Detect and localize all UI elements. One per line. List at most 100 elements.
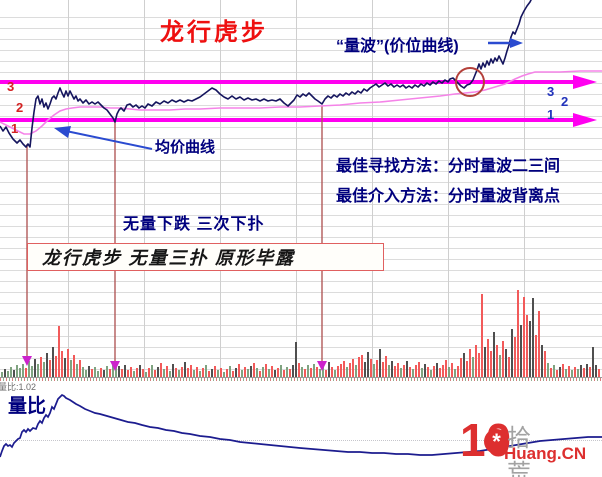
volume-bar [568, 366, 570, 377]
volume-bar [397, 363, 399, 377]
volume-bar [598, 369, 600, 377]
price-curve-annotation-label: “量波”(价位曲线) [336, 38, 459, 55]
volume-bar [25, 368, 27, 377]
volume-bar [232, 371, 234, 377]
volume-bar [247, 369, 249, 377]
volume-bar [364, 362, 366, 377]
volume-bar [376, 360, 378, 377]
volume-bar [97, 371, 99, 377]
volume-bar [130, 367, 132, 377]
volume-bar [121, 369, 123, 377]
volume-bar [79, 360, 81, 377]
volume-bar [7, 371, 9, 377]
volume-bar [391, 361, 393, 377]
volume-bar [445, 360, 447, 377]
volume-bar [109, 369, 111, 377]
volume-bar [412, 369, 414, 377]
volume-bar [118, 366, 120, 377]
volume-bar [373, 364, 375, 377]
volume-bar [451, 363, 453, 377]
right-scale-2: 2 [561, 94, 569, 109]
volume-bar [556, 370, 558, 377]
volume-bar [553, 365, 555, 377]
volume-bar [460, 358, 462, 377]
volume-bar [463, 353, 465, 377]
volume-bar [325, 370, 327, 377]
volume-bar [19, 368, 21, 377]
volume-bar [571, 370, 573, 377]
volume-bar [481, 294, 483, 377]
volume-bar [199, 371, 201, 377]
liangbi-indicator-label: 量比 [8, 396, 47, 417]
volume-bar [106, 366, 108, 377]
volume-bar [91, 369, 93, 377]
volume-bar [583, 368, 585, 377]
volume-bar [256, 368, 258, 377]
volume-bar [46, 353, 48, 377]
volume-bar [304, 369, 306, 377]
volume-bar [418, 362, 420, 377]
volume-bar [34, 359, 36, 377]
volume-bar [433, 366, 435, 377]
no-volume-drop-note: 无量下跌 三次下扑 [123, 216, 265, 233]
method-entry-note: 最佳介入方法：分时量波背离点 [336, 188, 561, 205]
volume-bar [466, 361, 468, 377]
volume-bar [115, 361, 117, 377]
volume-bar [388, 365, 390, 377]
volume-bar [367, 352, 369, 377]
volume-bar [442, 365, 444, 377]
volume-bar [103, 370, 105, 377]
volume-bar [469, 349, 471, 377]
volume-bar [274, 370, 276, 377]
volume-bar [310, 368, 312, 377]
volume-bar [577, 369, 579, 377]
volume-bar [496, 345, 498, 377]
volume-bar [457, 366, 459, 377]
volume-bar [394, 366, 396, 377]
volume-bar [436, 363, 438, 377]
volume-bar [112, 364, 114, 377]
volume-bar [70, 360, 72, 377]
volume-bar [334, 370, 336, 377]
volume-bar [352, 359, 354, 377]
volume-bar [196, 367, 198, 377]
volume-bar [13, 370, 15, 377]
volume-bar [307, 365, 309, 377]
volume-bar [406, 361, 408, 377]
volume-bar [190, 365, 192, 377]
volume-bar [205, 365, 207, 377]
volume-bar [16, 365, 18, 377]
volume-bar [532, 298, 534, 377]
volume-bar [154, 370, 156, 377]
volume-bar [472, 357, 474, 377]
volume-bar [226, 369, 228, 377]
volume-bar [145, 372, 147, 377]
method-find-note: 最佳寻找方法：分时量波二三间 [336, 158, 561, 175]
volume-bar [151, 365, 153, 377]
volume-bar [514, 337, 516, 377]
liangbi-value-label: 量比:1.02 [0, 382, 37, 392]
volume-bar [4, 369, 6, 377]
volume-bar [289, 369, 291, 377]
volume-bar [49, 360, 51, 377]
right-scale-3: 3 [547, 84, 555, 99]
volume-bar [22, 364, 24, 377]
volume-bar [1, 372, 3, 377]
volume-bar [487, 339, 489, 377]
summary-box-note: 龙行虎步 无量三扑 原形毕露 [27, 243, 384, 271]
volume-bar [202, 368, 204, 377]
volume-bar [346, 367, 348, 377]
volume-bar [424, 364, 426, 377]
vertical-gridline [448, 0, 449, 377]
volume-bar [223, 372, 225, 377]
volume-bar [361, 355, 363, 377]
volume-bar [175, 368, 177, 377]
volume-bar [403, 365, 405, 377]
volume-bar [238, 364, 240, 377]
volume-bar [142, 369, 144, 377]
volume-bar [409, 367, 411, 377]
volume-bar [160, 363, 162, 377]
volume-bar [439, 368, 441, 377]
volume-bar [133, 371, 135, 377]
left-scale-2: 2 [16, 100, 24, 115]
